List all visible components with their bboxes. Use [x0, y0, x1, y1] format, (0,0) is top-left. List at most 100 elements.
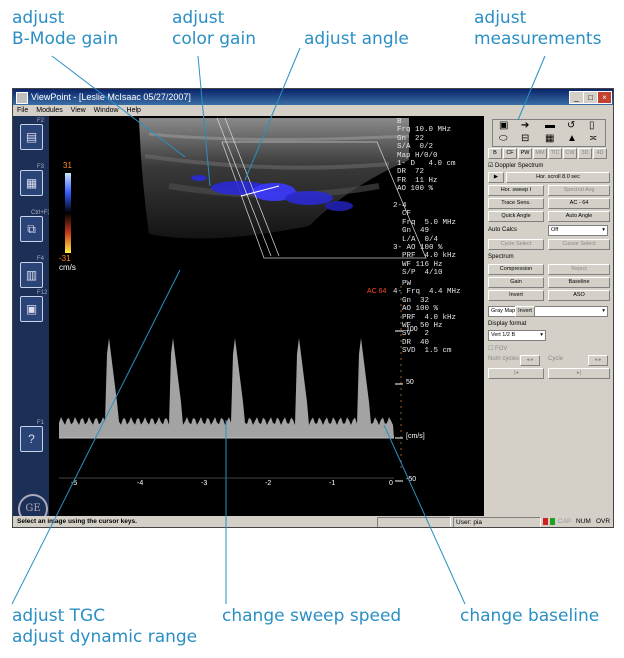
- velocity-tick-label: 50: [406, 379, 414, 386]
- maximize-button[interactable]: □: [583, 91, 598, 104]
- ultrasound-image-area[interactable]: 31 -31 cm/s B Frq 10.0 MHz Gn 22 S/A 0/2…: [49, 116, 484, 516]
- doppler-cursor-line: [216, 117, 272, 257]
- chevron-down-icon: ▾: [602, 308, 605, 314]
- tab-3d[interactable]: 3D: [578, 148, 592, 159]
- fkey-label: F3: [37, 164, 45, 170]
- title-bar: ViewPoint - [Leslie McIsaac 05/27/2007] …: [13, 89, 613, 105]
- tab-cw[interactable]: CW: [563, 148, 577, 159]
- trace-sens-button[interactable]: Trace Sens.: [488, 198, 544, 209]
- status-message: Select an image using the cursor keys.: [17, 518, 137, 525]
- annotation-icon[interactable]: ▲: [567, 133, 577, 144]
- fkey-label: F4: [37, 256, 45, 262]
- status-empty-cell: [377, 517, 451, 527]
- copy-icon: ⧉: [27, 222, 36, 236]
- time-tick-label: 0: [389, 480, 393, 487]
- cycle-select-button[interactable]: Cycle Select: [488, 239, 544, 250]
- time-tick-label: -5: [71, 480, 78, 487]
- ellipse-measure-icon[interactable]: ⬭: [499, 133, 508, 144]
- print-icon[interactable]: ▬: [545, 120, 555, 131]
- image-grid-button[interactable]: ▦: [20, 170, 43, 196]
- time-tick-label: -3: [201, 480, 208, 487]
- app-icon: [16, 92, 28, 104]
- print-report-button[interactable]: ▥: [20, 262, 43, 288]
- invert-small-button[interactable]: Invert: [515, 306, 535, 317]
- pw-doppler-parameters: PW 4- Frq 4.4 MHz Gn 32 AO 100 % PRF 4.0…: [393, 280, 461, 356]
- tab-cf[interactable]: CF: [503, 148, 517, 159]
- cycle-stepper[interactable]: ◂ ▸: [588, 355, 608, 366]
- doppler-spectrum-label: Doppler Spectrum: [495, 163, 544, 169]
- save-disk-button[interactable]: ▣: [20, 296, 43, 322]
- ac-64-button[interactable]: AC - 64: [548, 198, 610, 209]
- menu-help[interactable]: Help: [126, 107, 141, 114]
- close-button[interactable]: ×: [597, 91, 612, 104]
- aso-button[interactable]: ASO: [548, 290, 610, 301]
- hor-scroll-button[interactable]: Hor. scroll 8.0 sec: [506, 172, 610, 183]
- num-indicator: NUM: [576, 518, 591, 525]
- undo-icon[interactable]: ↺: [567, 120, 576, 131]
- baseline-button[interactable]: Baseline: [548, 277, 610, 288]
- floppy-icon: ▣: [25, 302, 38, 316]
- page-icon[interactable]: ▯: [589, 120, 595, 131]
- status-user: User: pia: [453, 517, 541, 527]
- menu-modules[interactable]: Modules: [36, 107, 63, 114]
- display-format-select[interactable]: Vert 1/2 B ▾: [488, 330, 546, 341]
- last-cycle-button[interactable]: ▸|: [548, 368, 610, 379]
- grid-icon: ▦: [25, 176, 38, 190]
- bmode-image: [139, 118, 410, 239]
- num-cycles-stepper[interactable]: ◂ ▸: [520, 355, 540, 366]
- first-cycle-button[interactable]: |◂: [488, 368, 544, 379]
- display-format-label: Display format: [488, 321, 527, 327]
- caliper-measure-icon[interactable]: ⊟: [521, 133, 530, 144]
- tab-b[interactable]: B: [488, 148, 502, 159]
- tab-4d[interactable]: 4D: [593, 148, 607, 159]
- menu-bar: File Modules View Window Help: [13, 105, 613, 116]
- velocity-tick-label: -50: [406, 476, 417, 483]
- colorbar-min-label: -31: [59, 254, 71, 263]
- spectrum-section-label: Spectrum: [488, 254, 514, 260]
- minimize-button[interactable]: _: [569, 91, 584, 104]
- fkey-label: F2: [37, 118, 45, 124]
- reject-button[interactable]: Reject: [548, 264, 610, 275]
- doppler-spectrum: [59, 338, 394, 438]
- time-tick-label: -2: [265, 480, 272, 487]
- save-icon[interactable]: ▣: [499, 120, 509, 131]
- document-icon: ▤: [25, 130, 38, 144]
- compare-button[interactable]: ⧉: [20, 216, 43, 242]
- grid-measure-icon[interactable]: ▦: [545, 133, 555, 144]
- cursor-select-button[interactable]: Cursor Select: [548, 239, 610, 250]
- freeze-play-button[interactable]: ▶: [488, 172, 504, 183]
- menu-window[interactable]: Window: [93, 107, 119, 114]
- fov-checkbox[interactable]: ☐ FOV: [488, 346, 508, 352]
- spectral-avg-button[interactable]: Spectral Avg: [548, 185, 610, 196]
- status-bar: Select an image using the cursor keys. U…: [13, 516, 613, 527]
- callout-adjust-color-gain: adjust color gain: [172, 8, 256, 49]
- gain-button[interactable]: Gain: [488, 277, 544, 288]
- auto-calcs-select[interactable]: Off ▾: [548, 225, 608, 236]
- quick-angle-button[interactable]: Quick Angle: [488, 211, 544, 222]
- menu-file[interactable]: File: [17, 107, 29, 114]
- velocity-tick-label: 100: [406, 326, 418, 333]
- callout-adjust-angle: adjust angle: [304, 29, 409, 49]
- hor-sweep-button[interactable]: Hor. sweep I: [488, 185, 544, 196]
- trace-icon[interactable]: ≍: [589, 133, 598, 144]
- chevron-down-icon: ▾: [602, 227, 605, 233]
- report-button[interactable]: ▤: [20, 124, 43, 150]
- help-button[interactable]: ?: [20, 426, 43, 452]
- auto-angle-button[interactable]: Auto Angle: [548, 211, 610, 222]
- arrow-right-icon[interactable]: ➔: [521, 120, 530, 131]
- auto-calcs-label: Auto Calcs: [488, 227, 518, 233]
- compression-button[interactable]: Compression: [488, 264, 544, 275]
- callout-adjust-tgc: adjust TGC adjust dynamic range: [12, 606, 198, 647]
- tab-tic[interactable]: TIC: [548, 148, 562, 159]
- gray-map-select[interactable]: Gray Map Invert ▾: [488, 306, 608, 317]
- invert-button[interactable]: Invert: [488, 290, 544, 301]
- tab-mm[interactable]: MM: [533, 148, 547, 159]
- colorbar-unit-label: cm/s: [59, 263, 76, 272]
- colorbar: [65, 173, 71, 253]
- colorbar-max-label: 31: [63, 161, 72, 170]
- control-panel: ▣ ➔ ▬ ↺ ▯ ⬭ ⊟ ▦ ▲ ≍ B CF PW MM TIC CW 3D 4D ☑ D…: [484, 116, 613, 516]
- tab-pw[interactable]: PW: [518, 148, 532, 159]
- doppler-spectrum-checkbox[interactable]: ☑ Doppler Spectrum: [488, 163, 544, 169]
- menu-view[interactable]: View: [70, 107, 86, 114]
- num-cycles-label: Num cycles: [488, 356, 520, 362]
